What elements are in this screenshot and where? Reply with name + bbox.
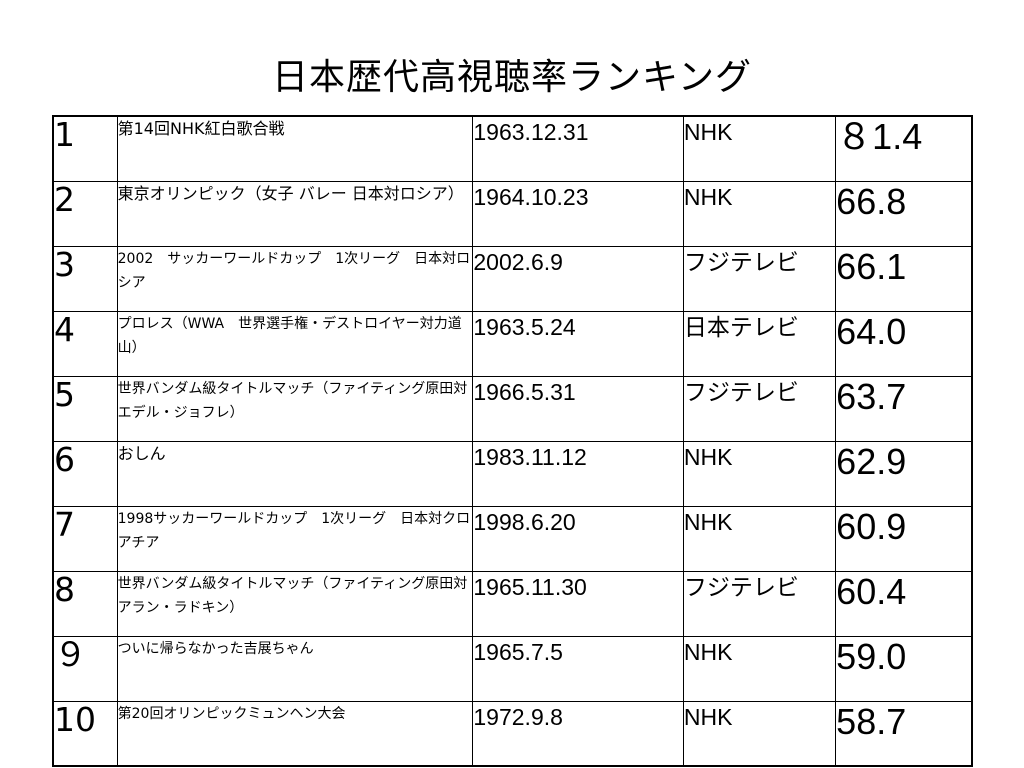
table-row: 8 世界バンダム級タイトルマッチ（ファイティング原田対アラン・ラドキン） 196… <box>51 570 974 637</box>
rank-cell: 10 <box>51 700 118 767</box>
station-cell: 日本テレビ <box>682 310 837 377</box>
rating-cell: 62.9 <box>835 440 974 507</box>
station-cell: NHK <box>682 700 837 767</box>
date-cell: 1964.10.23 <box>472 180 684 247</box>
rank-cell: 5 <box>51 375 118 442</box>
rating-cell: 59.0 <box>835 635 974 702</box>
event-cell: 第20回オリンピックミュンヘン大会 <box>116 700 474 767</box>
date-cell: 1983.11.12 <box>472 440 684 507</box>
table-row: 10 第20回オリンピックミュンヘン大会 1972.9.8 NHK 58.7 <box>51 700 974 767</box>
station-cell: フジテレビ <box>682 375 837 442</box>
event-cell: 2002 サッカーワールドカップ 1次リーグ 日本対ロシア <box>116 245 474 312</box>
station-cell: NHK <box>682 180 837 247</box>
rank-cell: 7 <box>51 505 118 572</box>
rank-cell: ９ <box>51 635 118 702</box>
table-row: 5 世界バンダム級タイトルマッチ（ファイティング原田対エデル・ジョフレ） 196… <box>51 375 974 442</box>
table-row: 7 1998サッカーワールドカップ 1次リーグ 日本対クロアチア 1998.6.… <box>51 505 974 572</box>
rank-cell: 1 <box>51 115 118 182</box>
table-row: ９ ついに帰らなかった吉展ちゃん 1965.7.5 NHK 59.0 <box>51 635 974 702</box>
event-cell: 世界バンダム級タイトルマッチ（ファイティング原田対アラン・ラドキン） <box>116 570 474 637</box>
table-row: 1 第14回NHK紅白歌合戦 1963.12.31 NHK ８1.4 <box>51 115 974 182</box>
date-cell: 1965.11.30 <box>472 570 684 637</box>
rating-cell: 64.0 <box>835 310 974 377</box>
rating-cell: 60.4 <box>835 570 974 637</box>
station-cell: NHK <box>682 505 837 572</box>
event-cell: おしん <box>116 440 474 507</box>
event-cell: ついに帰らなかった吉展ちゃん <box>116 635 474 702</box>
ranking-table: 1 第14回NHK紅白歌合戦 1963.12.31 NHK ８1.4 2 東京オ… <box>51 115 974 767</box>
rating-cell: 58.7 <box>835 700 974 767</box>
event-cell: 東京オリンピック（女子 バレー 日本対ロシア） <box>116 180 474 247</box>
rank-cell: 2 <box>51 180 118 247</box>
rank-cell: 8 <box>51 570 118 637</box>
event-cell: 世界バンダム級タイトルマッチ（ファイティング原田対エデル・ジョフレ） <box>116 375 474 442</box>
station-cell: フジテレビ <box>682 570 837 637</box>
event-cell: 1998サッカーワールドカップ 1次リーグ 日本対クロアチア <box>116 505 474 572</box>
page-title: 日本歴代高視聴率ランキング <box>272 57 752 98</box>
station-cell: NHK <box>682 115 837 182</box>
date-cell: 1963.12.31 <box>472 115 684 182</box>
table-row: 6 おしん 1983.11.12 NHK 62.9 <box>51 440 974 507</box>
date-cell: 1972.9.8 <box>472 700 684 767</box>
rank-cell: 6 <box>51 440 118 507</box>
station-cell: NHK <box>682 440 837 507</box>
date-cell: 1998.6.20 <box>472 505 684 572</box>
rank-cell: 4 <box>51 310 118 377</box>
date-cell: 1963.5.24 <box>472 310 684 377</box>
station-cell: フジテレビ <box>682 245 837 312</box>
table-row: 3 2002 サッカーワールドカップ 1次リーグ 日本対ロシア 2002.6.9… <box>51 245 974 312</box>
rating-cell: 63.7 <box>835 375 974 442</box>
rating-cell: 60.9 <box>835 505 974 572</box>
date-cell: 1965.7.5 <box>472 635 684 702</box>
rank-cell: 3 <box>51 245 118 312</box>
rating-cell: 66.1 <box>835 245 974 312</box>
station-cell: NHK <box>682 635 837 702</box>
event-cell: プロレス（WWA 世界選手権・デストロイヤー対力道山） <box>116 310 474 377</box>
date-cell: 1966.5.31 <box>472 375 684 442</box>
rating-cell: ８1.4 <box>835 115 974 182</box>
event-cell: 第14回NHK紅白歌合戦 <box>116 115 474 182</box>
date-cell: 2002.6.9 <box>472 245 684 312</box>
table-row: 2 東京オリンピック（女子 バレー 日本対ロシア） 1964.10.23 NHK… <box>51 180 974 247</box>
table-row: 4 プロレス（WWA 世界選手権・デストロイヤー対力道山） 1963.5.24 … <box>51 310 974 377</box>
rating-cell: 66.8 <box>835 180 974 247</box>
